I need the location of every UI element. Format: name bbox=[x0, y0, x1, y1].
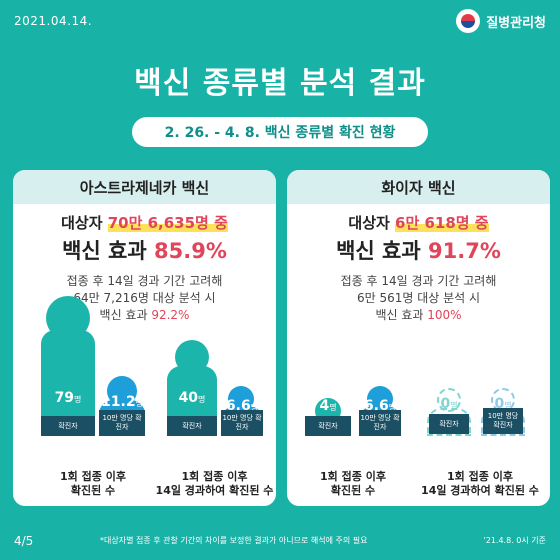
subjects-line: 대상자 6만 618명 중 bbox=[287, 212, 550, 233]
figure-tag: 확진자 bbox=[167, 416, 217, 436]
analysis-description: 접종 후 14일 경과 기간 고려해 6만 561명 대상 분석 시 백신 효과… bbox=[287, 273, 550, 324]
figure-tag: 10만 명당 확진자 bbox=[221, 410, 263, 436]
group-label: 1회 접종 이후 확진된 수 bbox=[320, 470, 386, 497]
pfizer-card: 화이자 백신 대상자 6만 618명 중 백신 효과 91.7% 접종 후 14… bbox=[287, 170, 550, 506]
subjects-prefix: 대상자 bbox=[348, 214, 396, 232]
efficacy-value: 91.7% bbox=[428, 239, 501, 263]
person-figure-per100k: 11.2명 10만 명당 확진자 bbox=[99, 394, 145, 436]
person-figure-confirmed: 79명 확진자 bbox=[41, 330, 95, 436]
footnote: *대상자별 접종 후 관찰 기간의 차이를 보정한 결과가 아니므로 해석에 주… bbox=[100, 536, 368, 545]
figure-tag: 확진자 bbox=[41, 416, 95, 436]
desc-prefix: 백신 효과 bbox=[375, 308, 428, 322]
figure-tag: 확진자 bbox=[305, 416, 351, 436]
efficacy-line: 백신 효과 91.7% bbox=[287, 235, 550, 265]
korea-emblem-icon bbox=[456, 9, 481, 33]
page-subtitle: 2. 26. - 4. 8. 백신 종류별 확진 현황 bbox=[132, 117, 428, 147]
astrazeneca-card: 아스트라제네카 백신 대상자 70만 6,635명 중 백신 효과 85.9% … bbox=[13, 170, 276, 506]
subjects-prefix: 대상자 bbox=[61, 214, 108, 232]
person-figure-per100k: 6.6명 10만 명당 확진자 bbox=[359, 398, 401, 436]
desc-line1: 접종 후 14일 경과 기간 고려해 bbox=[66, 274, 223, 288]
person-figure-confirmed: 0명 확진자 bbox=[427, 396, 471, 436]
analysis-description: 접종 후 14일 경과 기간 고려해 64만 7,216명 대상 분석 시 백신… bbox=[13, 273, 276, 324]
person-head-icon bbox=[437, 388, 461, 412]
data-basis-date: '21.4.8. 0시 기준 bbox=[483, 536, 546, 545]
efficacy-prefix: 백신 효과 bbox=[62, 239, 155, 263]
desc-value: 92.2% bbox=[151, 308, 190, 322]
org-name: 질병관리청 bbox=[486, 15, 546, 31]
person-figure-confirmed: 40명 확진자 bbox=[167, 366, 217, 436]
desc-line3: 백신 효과 92.2% bbox=[13, 307, 276, 324]
date-label: 2021.04.14. bbox=[14, 14, 93, 28]
figure-tag: 10만 명당 확진자 bbox=[483, 408, 523, 434]
figure-tag: 10만 명당 확진자 bbox=[99, 410, 145, 436]
subjects-value: 70만 6,635명 중 bbox=[107, 214, 228, 232]
desc-line2: 64만 7,216명 대상 분석 시 bbox=[73, 291, 216, 305]
figure-tag: 확진자 bbox=[429, 414, 469, 434]
card-title: 아스트라제네카 백신 bbox=[13, 170, 276, 204]
desc-value: 100% bbox=[427, 308, 462, 322]
efficacy-prefix: 백신 효과 bbox=[336, 239, 429, 263]
group-label: 1회 접종 이후 14일 경과하여 확진된 수 bbox=[155, 470, 274, 497]
page-indicator: 4/5 bbox=[14, 534, 34, 548]
group-label: 1회 접종 이후 확진된 수 bbox=[60, 470, 126, 497]
desc-line3: 백신 효과 100% bbox=[287, 307, 550, 324]
org-logo-area: 질병관리청 bbox=[456, 9, 546, 33]
desc-prefix: 백신 효과 bbox=[99, 308, 152, 322]
efficacy-value: 85.9% bbox=[154, 239, 227, 263]
subjects-line: 대상자 70만 6,635명 중 bbox=[13, 212, 276, 233]
group-label: 1회 접종 이후 14일 경과하여 확진된 수 bbox=[421, 470, 539, 497]
efficacy-line: 백신 효과 85.9% bbox=[13, 235, 276, 265]
person-figure-confirmed: 4명 확진자 bbox=[305, 398, 351, 436]
person-figure-per100k: 0명 10만 명당 확진자 bbox=[481, 396, 525, 436]
desc-line2: 6만 561명 대상 분석 시 bbox=[356, 291, 481, 305]
person-figure-per100k: 6.6명 10만 명당 확진자 bbox=[221, 398, 263, 436]
card-title: 화이자 백신 bbox=[287, 170, 550, 204]
subjects-value: 6만 618명 중 bbox=[395, 214, 489, 232]
desc-line1: 접종 후 14일 경과 기간 고려해 bbox=[340, 274, 497, 288]
page-title: 백신 종류별 분석 결과 bbox=[134, 66, 426, 101]
figure-tag: 10만 명당 확진자 bbox=[359, 410, 401, 436]
